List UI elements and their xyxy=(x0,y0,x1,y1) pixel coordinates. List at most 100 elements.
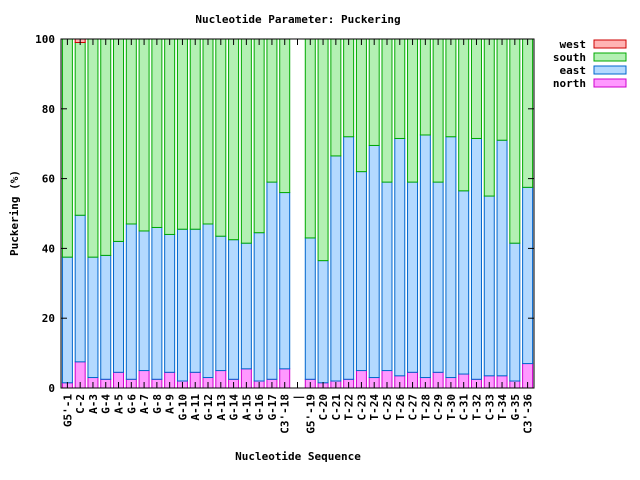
bar-segment-east-30 xyxy=(445,136,457,379)
x-tick-label-28: T-28 xyxy=(419,394,432,421)
bar-segment-east-16 xyxy=(266,181,278,380)
bar-segment-south-15 xyxy=(253,38,265,234)
x-tick-label-20: C-20 xyxy=(317,394,330,421)
legend-swatch-east xyxy=(593,65,627,75)
x-tick-label-5: G-6 xyxy=(125,394,138,414)
x-tick-label-4: A-5 xyxy=(113,394,126,414)
y-tick-label-0: 0 xyxy=(48,382,55,395)
bar-segment-east-33 xyxy=(483,195,495,377)
bar-segment-south-25 xyxy=(381,38,393,183)
x-axis-label: Nucleotide Sequence xyxy=(235,450,361,463)
y-tick-label-3: 60 xyxy=(42,173,55,186)
bar-segment-east-24 xyxy=(368,144,380,379)
x-tick-label-34: T-34 xyxy=(496,394,509,421)
bar-segment-south-1 xyxy=(74,41,86,216)
bar-segment-south-32 xyxy=(470,38,482,139)
bar-segment-south-0 xyxy=(61,38,73,258)
bar-segment-east-2 xyxy=(87,256,99,379)
chart-title: Nucleotide Parameter: Puckering xyxy=(195,13,400,26)
bar-segment-south-20 xyxy=(317,38,329,262)
x-tick-label-2: A-3 xyxy=(87,394,100,414)
x-tick-label-7: G-8 xyxy=(151,394,164,414)
bar-segment-east-32 xyxy=(470,137,482,380)
bar-segment-south-12 xyxy=(215,38,227,237)
bar-segment-south-26 xyxy=(394,38,406,139)
y-tick-label-4: 80 xyxy=(42,103,55,116)
bar-segment-south-4 xyxy=(113,38,125,242)
bar-segment-east-34 xyxy=(496,139,508,377)
bar-segment-east-27 xyxy=(407,181,419,373)
bar-segment-east-29 xyxy=(432,181,444,373)
x-tick-label-14: A-15 xyxy=(240,394,253,421)
bar-segment-south-14 xyxy=(240,38,252,244)
legend-label-east: east xyxy=(560,64,587,77)
x-tick-label-1: C-2 xyxy=(74,394,87,414)
bar-segment-east-11 xyxy=(202,223,214,379)
x-tick-label-35: G-35 xyxy=(509,394,522,421)
bar-segment-east-7 xyxy=(151,226,163,380)
bar-segment-south-31 xyxy=(458,38,470,192)
bar-segment-south-13 xyxy=(228,38,240,241)
x-axis-ticks: G5'-1 C-2 A-3 G-4 A-5 G-6 A-7 G-8 A-9 G-10 A-11 G-1… xyxy=(61,39,535,434)
bar-segment-south-28 xyxy=(419,38,431,136)
bar-segment-south-16 xyxy=(266,38,278,183)
bar-segment-south-8 xyxy=(164,38,176,235)
legend-label-west: west xyxy=(560,38,587,51)
x-tick-label-13: G-14 xyxy=(228,394,241,421)
bar-segment-south-29 xyxy=(432,38,444,183)
bar-segment-south-2 xyxy=(87,38,99,258)
bar-segment-east-36 xyxy=(522,186,534,365)
legend-swatch-south xyxy=(593,52,627,62)
y-tick-label-5: 100 xyxy=(35,33,55,46)
bar-segment-east-15 xyxy=(253,232,265,382)
bar-segment-south-34 xyxy=(496,38,508,141)
bar-segment-south-9 xyxy=(176,38,188,230)
bar-segment-south-35 xyxy=(509,38,521,244)
x-tick-label-29: C-29 xyxy=(432,394,445,421)
bar-segment-south-17 xyxy=(279,38,291,194)
bar-segment-east-35 xyxy=(509,242,521,382)
bar-segment-east-26 xyxy=(394,137,406,377)
x-tick-label-24: T-24 xyxy=(368,394,381,421)
bar-segment-south-30 xyxy=(445,38,457,138)
bar-segment-south-23 xyxy=(355,38,367,173)
x-tick-label-27: C-27 xyxy=(407,394,420,421)
x-tick-label-8: A-9 xyxy=(164,394,177,414)
x-tick-label-31: C-31 xyxy=(458,394,471,421)
x-tick-label-22: T-22 xyxy=(343,394,356,421)
x-tick-label-17: C3'-18 xyxy=(279,394,292,434)
x-tick-label-12: A-13 xyxy=(215,394,228,421)
legend-swatch-north xyxy=(593,78,627,88)
x-tick-label-32: T-32 xyxy=(470,394,483,421)
bar-segment-east-20 xyxy=(317,260,329,384)
x-tick-label-6: A-7 xyxy=(138,394,151,414)
plot-frame xyxy=(60,38,535,389)
bar-segment-south-27 xyxy=(407,38,419,183)
x-tick-label-19: G5'-19 xyxy=(304,394,317,434)
bar-segment-east-21 xyxy=(330,155,342,382)
bar-segment-south-33 xyxy=(483,38,495,197)
bar-segment-east-14 xyxy=(240,242,252,370)
bar-segment-east-12 xyxy=(215,235,227,372)
legend-swatch-west xyxy=(593,39,627,49)
bar-segment-east-1 xyxy=(74,214,86,363)
bar-segment-east-19 xyxy=(304,237,316,380)
bar-segment-east-22 xyxy=(343,136,355,380)
legend-label-south: south xyxy=(553,51,586,64)
x-tick-label-36: C3'-36 xyxy=(522,394,535,434)
x-tick-label-23: C-23 xyxy=(355,394,368,421)
legend-label-north: north xyxy=(553,77,586,90)
x-tick-label-33: C-33 xyxy=(483,394,496,421)
bar-segment-east-6 xyxy=(138,230,150,372)
x-tick-label-9: G-10 xyxy=(176,394,189,421)
y-axis-label: Puckering (%) xyxy=(8,170,21,256)
bar-segment-south-19 xyxy=(304,38,316,239)
bar-segment-south-3 xyxy=(100,38,112,256)
y-axis-ticks: 0 20 40 60 80 100 xyxy=(35,33,534,395)
x-tick-label-15: G-16 xyxy=(253,394,266,421)
x-tick-label-11: G-12 xyxy=(202,394,215,421)
bar-segment-south-36 xyxy=(522,38,534,188)
bar-segment-east-9 xyxy=(176,228,188,382)
